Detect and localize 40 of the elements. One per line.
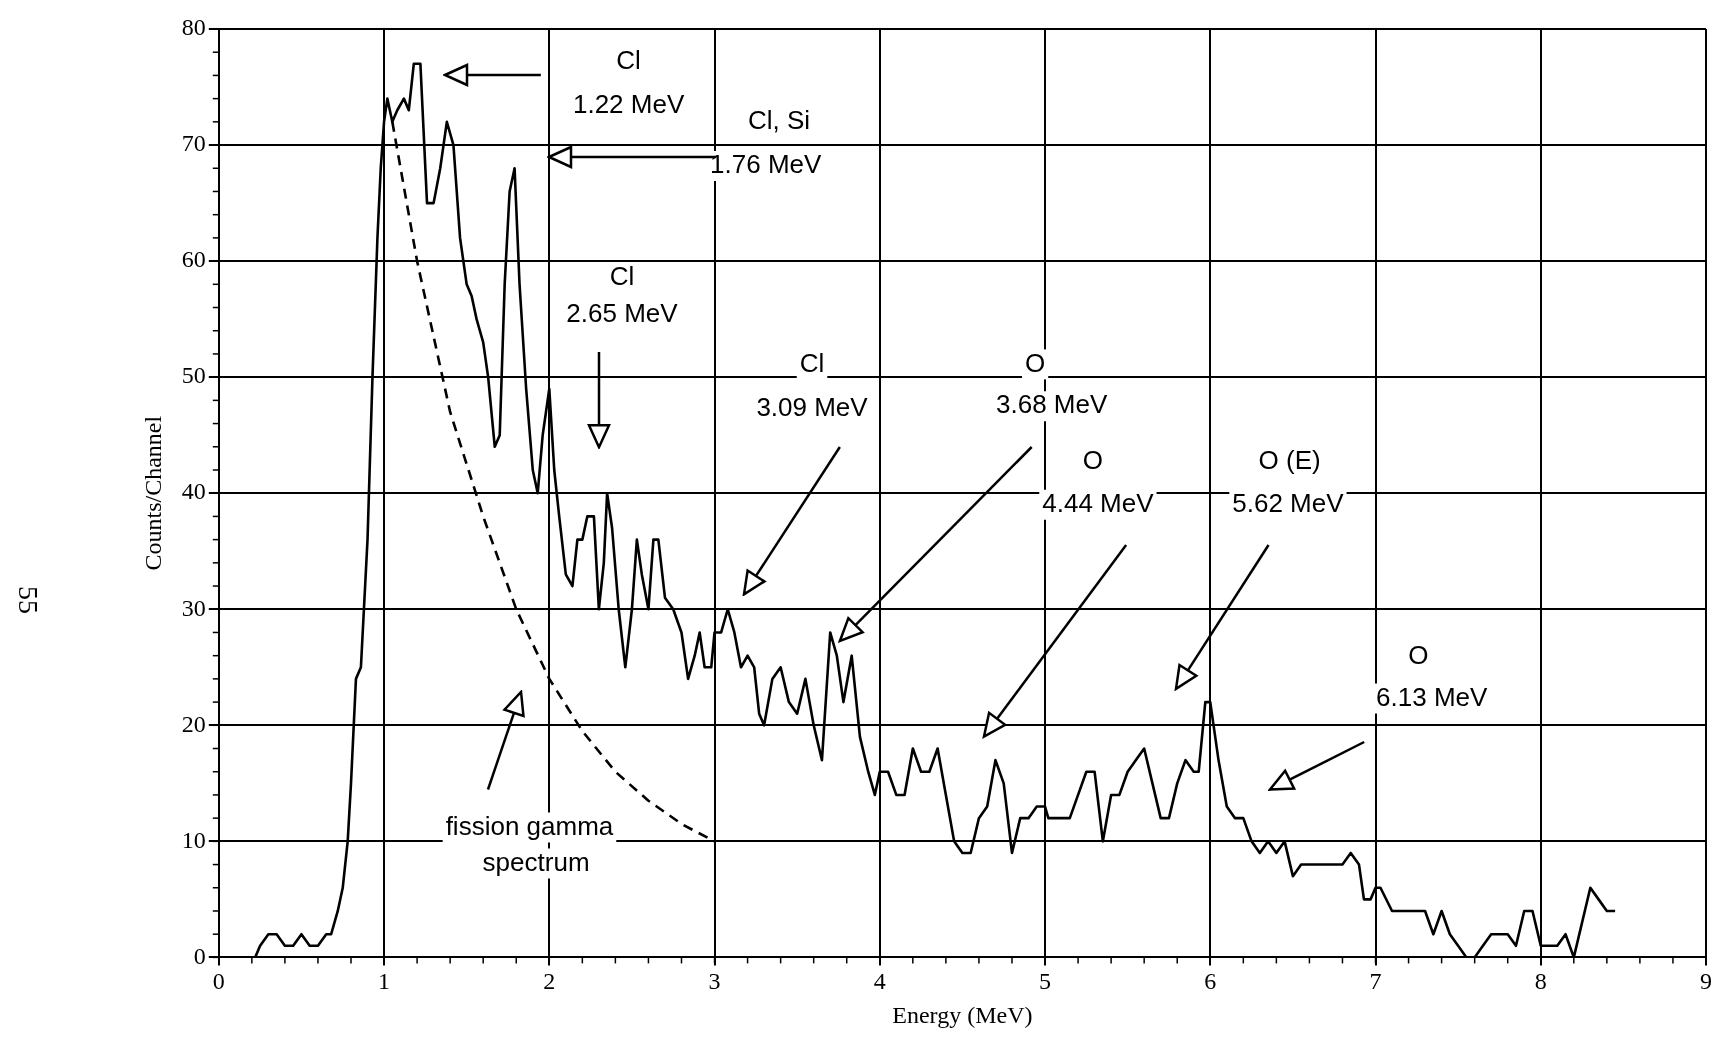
y-tick-label: 0 bbox=[193, 942, 206, 969]
annotation: fission gamma bbox=[445, 810, 614, 841]
annotation: Cl bbox=[616, 44, 641, 75]
y-tick-label: 60 bbox=[181, 246, 206, 273]
x-tick-label: 8 bbox=[1534, 968, 1547, 995]
annotation: 6.13 MeV bbox=[1376, 681, 1488, 712]
text: 55 bbox=[12, 586, 44, 614]
y-tick-label: 30 bbox=[181, 594, 206, 621]
y-tick-label: 10 bbox=[181, 826, 206, 853]
y-tick-label: 70 bbox=[181, 130, 206, 157]
y-tick-label: 80 bbox=[181, 14, 206, 41]
x-axis-title: Energy (MeV) bbox=[892, 1001, 1033, 1028]
x-tick-label: 9 bbox=[1700, 968, 1712, 995]
annotation: 5.62 MeV bbox=[1232, 487, 1345, 518]
x-tick-label: 7 bbox=[1369, 968, 1382, 995]
annotation: 3.09 MeV bbox=[756, 391, 869, 422]
annotation: 3.68 MeV bbox=[995, 389, 1108, 420]
x-tick-label: 0 bbox=[212, 968, 225, 995]
annotation: O bbox=[1408, 640, 1429, 670]
annotation: Cl bbox=[609, 260, 635, 291]
y-tick-label: 40 bbox=[181, 478, 206, 505]
annotation: spectrum bbox=[482, 846, 590, 877]
x-tick-label: 2 bbox=[543, 968, 556, 995]
x-tick-label: 3 bbox=[708, 968, 721, 995]
annotation: O bbox=[1082, 445, 1104, 476]
annotation: 1.76 MeV bbox=[710, 149, 823, 180]
x-tick-label: 5 bbox=[1039, 968, 1052, 995]
annotation: 2.65 MeV bbox=[566, 297, 679, 328]
x-tick-label: 4 bbox=[873, 968, 886, 995]
x-tick-label: 6 bbox=[1204, 968, 1217, 995]
annotation: Cl, Si bbox=[747, 105, 811, 136]
y-tick-label: 50 bbox=[181, 362, 206, 389]
annotation: 4.44 MeV bbox=[1042, 487, 1155, 518]
annotation: O (E) bbox=[1258, 445, 1321, 476]
y-tick-label: 20 bbox=[181, 710, 206, 737]
annotation: Cl bbox=[799, 347, 825, 378]
annotation: O bbox=[1024, 347, 1046, 378]
y-axis-title: Counts/Channel bbox=[139, 415, 166, 571]
x-tick-label: 1 bbox=[378, 968, 391, 995]
annotation: 1.22 MeV bbox=[572, 88, 685, 119]
